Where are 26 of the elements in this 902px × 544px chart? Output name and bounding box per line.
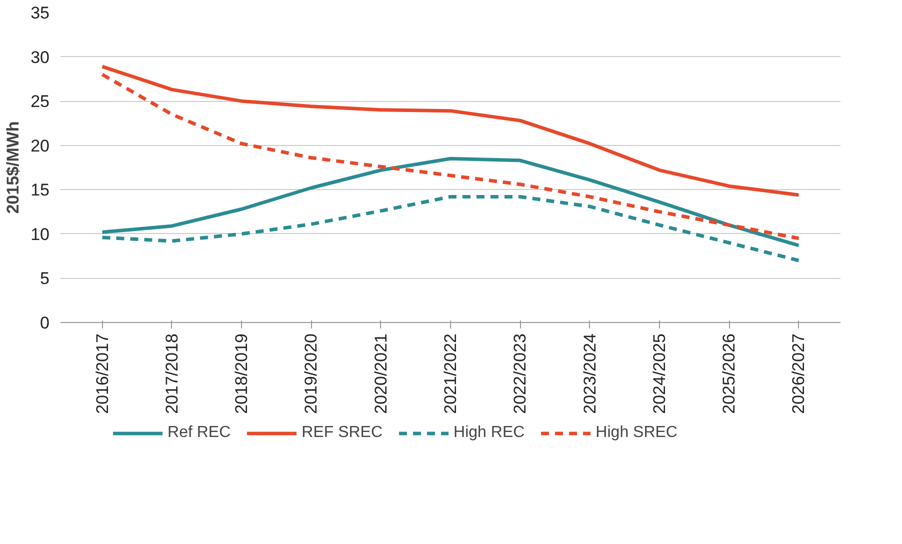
y-tick-label: 35 bbox=[30, 4, 50, 22]
x-tick-label: 2024/2025 bbox=[650, 333, 669, 414]
y-tick-label: 15 bbox=[30, 180, 50, 200]
y-tick-label: 5 bbox=[40, 269, 50, 288]
x-tick-label: 2018/2019 bbox=[232, 333, 252, 414]
legend-label: Ref REC bbox=[168, 424, 231, 442]
y-tick-label: 30 bbox=[30, 48, 50, 67]
x-tick-label: 2026/2027 bbox=[789, 333, 808, 414]
x-tick-label: 2020/2021 bbox=[371, 333, 390, 414]
x-tick-label: 2023/2024 bbox=[580, 333, 600, 414]
x-tick-label: 2021/2022 bbox=[441, 333, 460, 414]
y-tick-label: 20 bbox=[30, 136, 50, 156]
y-tick-label: 25 bbox=[30, 92, 50, 112]
line-series bbox=[100, 64, 800, 197]
x-tick-label: 2019/2020 bbox=[302, 333, 321, 414]
y-axis-title: 2015$/MWh bbox=[4, 121, 23, 214]
y-tick-label: 0 bbox=[40, 314, 50, 332]
legend-label: High SREC bbox=[596, 424, 678, 442]
legend-label: High REC bbox=[454, 424, 525, 442]
x-tick-label: 2022/2023 bbox=[510, 333, 530, 414]
y-tick-label: 10 bbox=[30, 224, 50, 244]
line-series bbox=[100, 72, 800, 240]
x-tick-label: 2025/2026 bbox=[720, 333, 739, 414]
x-tick-label: 2017/2018 bbox=[162, 333, 182, 414]
x-tick-label: 2016/2017 bbox=[92, 333, 112, 414]
legend-label: REF SREC bbox=[302, 424, 383, 442]
